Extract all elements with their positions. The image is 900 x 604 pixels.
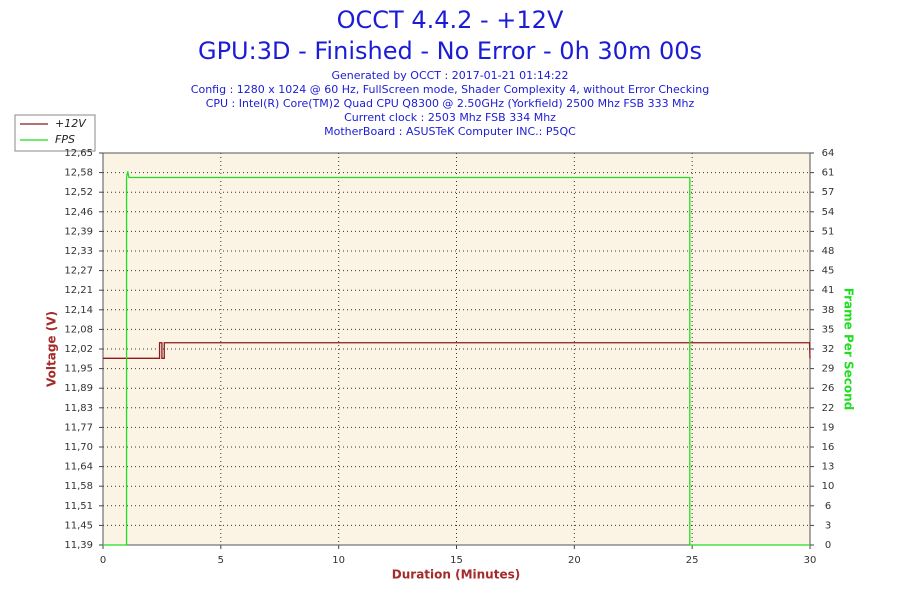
y2-tick-label: 32 [822, 344, 835, 355]
legend-label: FPS [55, 133, 75, 146]
y-tick-label: 12,39 [64, 226, 93, 237]
y-tick-label: 11,83 [64, 403, 93, 414]
chart-subtitle: GPU:3D - Finished - No Error - 0h 30m 00… [198, 37, 702, 65]
y2-tick-label: 19 [822, 422, 835, 433]
y-tick-label: 11,64 [64, 462, 93, 473]
y-tick-label: 12,46 [64, 207, 93, 218]
y2-tick-label: 41 [822, 285, 835, 296]
y-tick-label: 12,33 [64, 246, 93, 257]
x-tick-label: 20 [568, 555, 581, 566]
y-tick-label: 11,39 [64, 540, 93, 551]
y2-tick-label: 61 [822, 168, 835, 179]
x-tick-label: 0 [100, 555, 106, 566]
y2-tick-label: 6 [825, 501, 831, 512]
y2-tick-label: 0 [825, 540, 831, 551]
y-tick-label: 12,08 [64, 324, 93, 335]
y2-tick-label: 10 [822, 481, 835, 492]
y2-tick-label: 29 [822, 364, 835, 375]
y-tick-label: 12,14 [64, 305, 93, 316]
y-tick-label: 12,21 [64, 285, 93, 296]
y2-tick-label: 51 [822, 226, 835, 237]
x-tick-label: 10 [332, 555, 345, 566]
y2-tick-label: 3 [825, 520, 831, 531]
x-tick-label: 25 [686, 555, 699, 566]
legend [14, 114, 96, 152]
series-line [103, 342, 811, 359]
y2-tick-label: 45 [822, 266, 835, 277]
y-tick-label: 11,89 [64, 383, 93, 394]
y-tick-label: 12,02 [64, 344, 93, 355]
y2-tick-label: 64 [822, 148, 835, 159]
info-line: CPU : Intel(R) Core(TM)2 Quad CPU Q8300 … [206, 97, 695, 110]
info-line: Current clock : 2503 Mhz FSB 334 Mhz [344, 111, 556, 124]
y-tick-label: 11,77 [64, 422, 93, 433]
chart-title: OCCT 4.4.2 - +12V [337, 6, 564, 34]
x-axis-label: Duration (Minutes) [392, 568, 520, 582]
info-line: MotherBoard : ASUSTeK Computer INC.: P5Q… [324, 125, 576, 138]
y2-tick-label: 26 [822, 383, 835, 394]
info-line: Config : 1280 x 1024 @ 60 Hz, FullScreen… [191, 83, 709, 96]
y2-tick-label: 22 [822, 403, 835, 414]
y2-tick-label: 54 [822, 207, 835, 218]
y2-tick-label: 38 [822, 305, 835, 316]
y2-tick-label: 57 [822, 187, 835, 198]
y2-tick-label: 35 [822, 324, 835, 335]
y-tick-label: 11,51 [64, 501, 93, 512]
y-axis-label: Voltage (V) [45, 311, 59, 387]
y-tick-label: 12,52 [64, 187, 93, 198]
y2-axis-label: Frame Per Second [842, 288, 856, 411]
y-tick-label: 12,58 [64, 168, 93, 179]
series-line [103, 171, 810, 546]
x-tick-label: 5 [218, 555, 224, 566]
x-tick-label: 30 [804, 555, 817, 566]
info-line: Generated by OCCT : 2017-01-21 01:14:22 [331, 69, 568, 82]
y-tick-label: 12,65 [64, 148, 93, 159]
y-tick-label: 11,45 [64, 520, 93, 531]
y-tick-label: 11,95 [64, 364, 93, 375]
y2-tick-label: 13 [822, 462, 835, 473]
y-tick-label: 12,27 [64, 266, 93, 277]
x-tick-label: 15 [450, 555, 463, 566]
y-tick-label: 11,58 [64, 481, 93, 492]
y2-tick-label: 16 [822, 442, 835, 453]
y2-tick-label: 48 [822, 246, 835, 257]
y-tick-label: 11,70 [64, 442, 93, 453]
legend-label: +12V [55, 117, 87, 130]
